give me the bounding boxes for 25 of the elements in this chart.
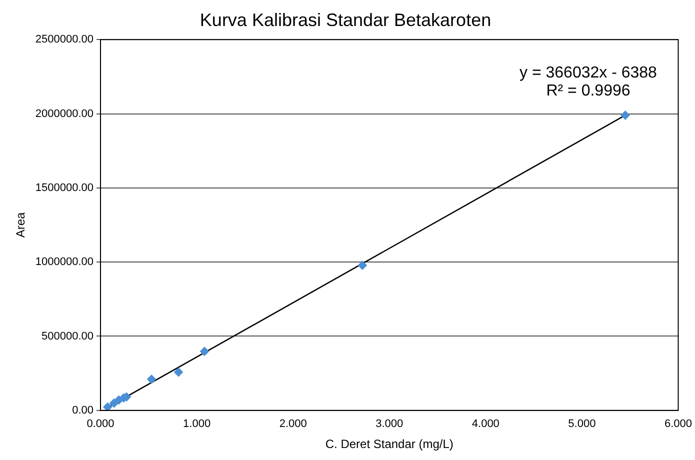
x-tick-label: 2.000: [279, 418, 307, 430]
y-tick-label: 2500000.00: [35, 34, 94, 46]
x-tick-label: 3.000: [376, 418, 404, 430]
point: [200, 346, 210, 356]
x-tick-label: 5.000: [568, 418, 596, 430]
point: [147, 374, 156, 384]
x-tick-label: 1.000: [183, 418, 211, 430]
x-tick-label: 6.000: [664, 418, 692, 430]
y-tick-label: 0.00: [72, 404, 94, 416]
point: [620, 110, 630, 120]
annotation: y = 366032x - 6388: [520, 64, 658, 82]
x-tick-label: 0.000: [86, 418, 114, 430]
point: [103, 402, 112, 410]
point: [174, 368, 184, 377]
chart-title: Kurva Kalibrasi Standar Betakaroten: [200, 10, 492, 30]
y-tick-label: 500000.00: [42, 330, 94, 342]
point: [109, 398, 118, 408]
annotation: R² = 0.9996: [546, 82, 630, 100]
y-axis-title: Area: [14, 212, 28, 238]
x-tick-label: 4.000: [472, 418, 500, 430]
point: [358, 260, 367, 270]
y-tick-label: 2000000.00: [35, 108, 94, 120]
y-tick-label: 1500000.00: [35, 182, 94, 194]
x-axis-title: C. Deret Standar (mg/L): [325, 437, 454, 452]
y-tick-label: 1000000.00: [35, 256, 94, 268]
